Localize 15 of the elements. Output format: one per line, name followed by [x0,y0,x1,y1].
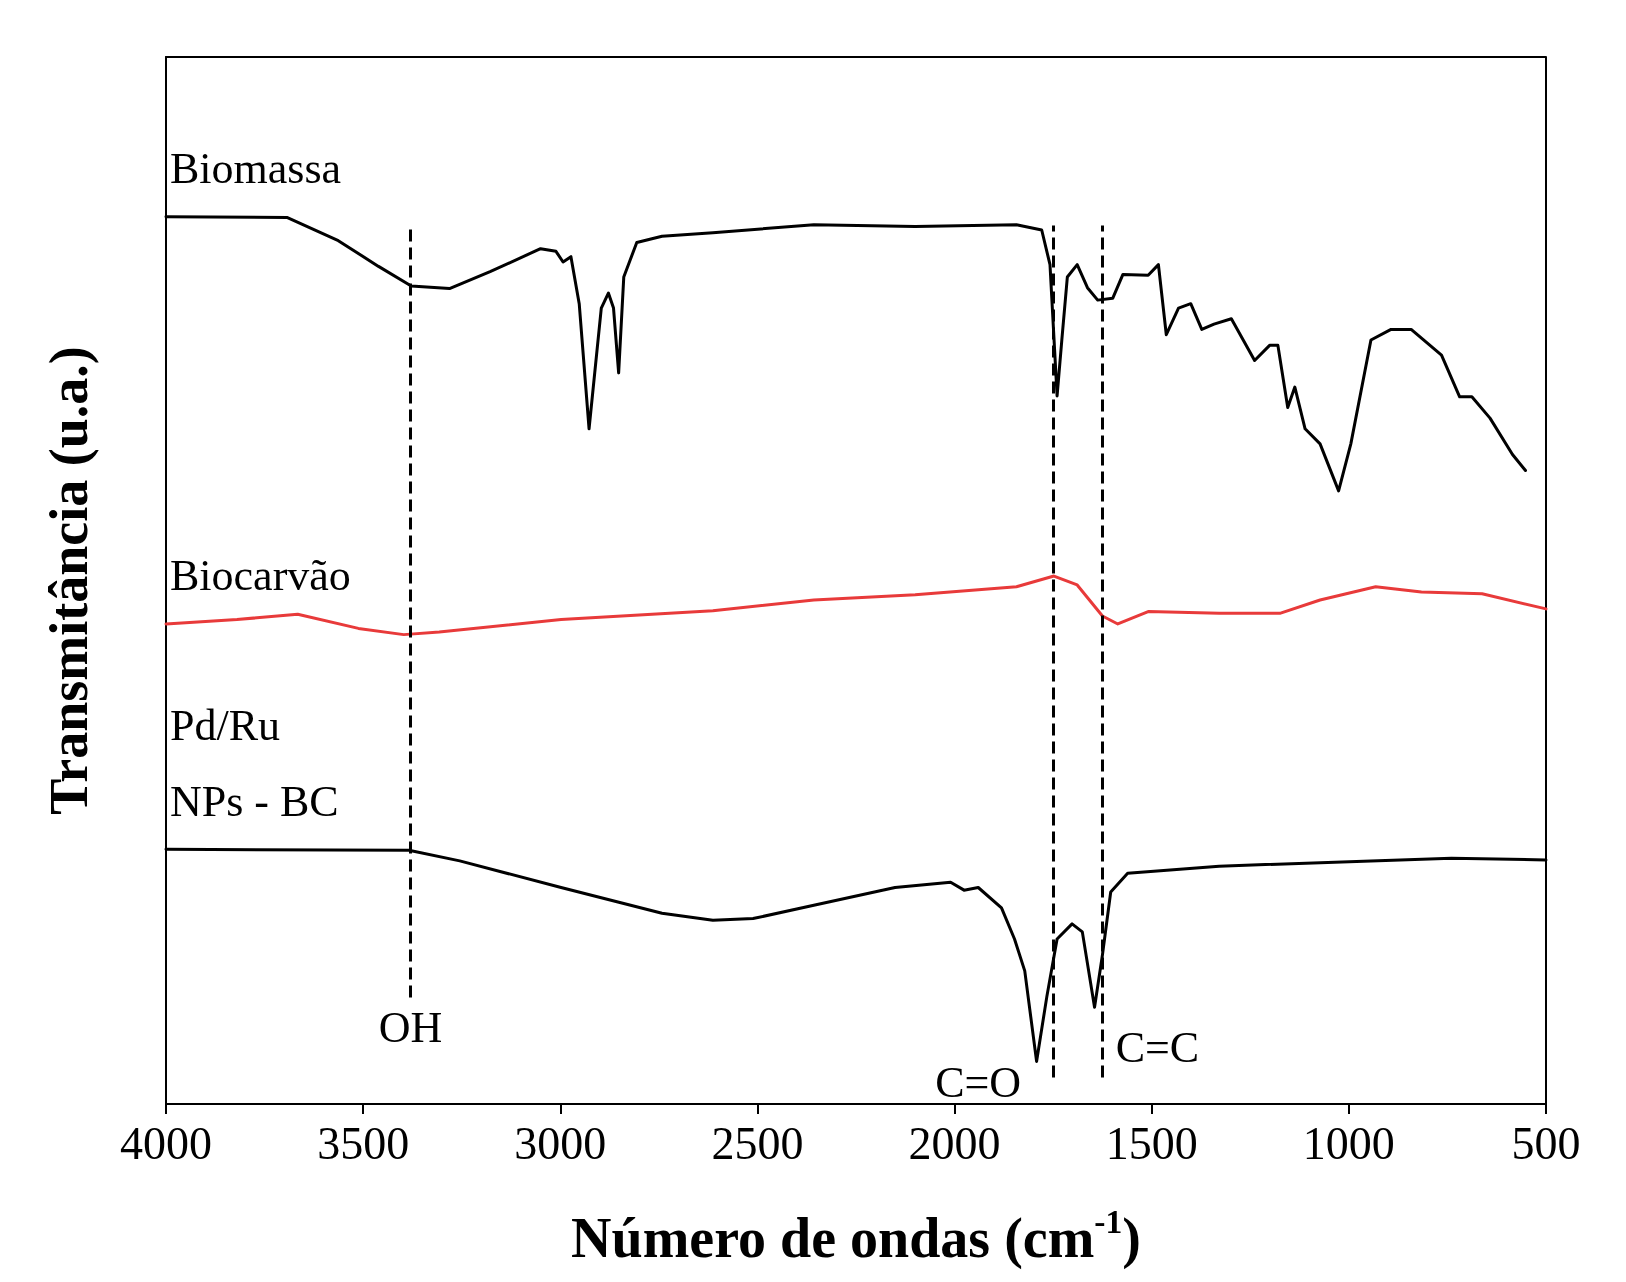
x-tick-label: 1500 [1105,1117,1198,1169]
x-tick-label: 4000 [120,1117,212,1169]
x-tick-label: 500 [1511,1117,1581,1169]
series-label: Pd/Ru NPs - BC [170,700,339,826]
ref-line-label: OH [378,1003,443,1053]
x-tick-label: 3000 [514,1117,607,1169]
ref-line-label: C=C [1115,1022,1200,1072]
ref-line-label: C=O [935,1057,1022,1107]
x-tick-label: 2000 [908,1117,1001,1169]
x-tick-label: 2500 [711,1117,804,1169]
series-label: Biocarvão [170,551,351,601]
x-tick-label: 1000 [1302,1117,1395,1169]
series-label: Biomassa [170,144,342,194]
x-tick-label: 3500 [317,1117,410,1169]
y-axis-title: Transmitância (u.a.) [39,346,99,815]
